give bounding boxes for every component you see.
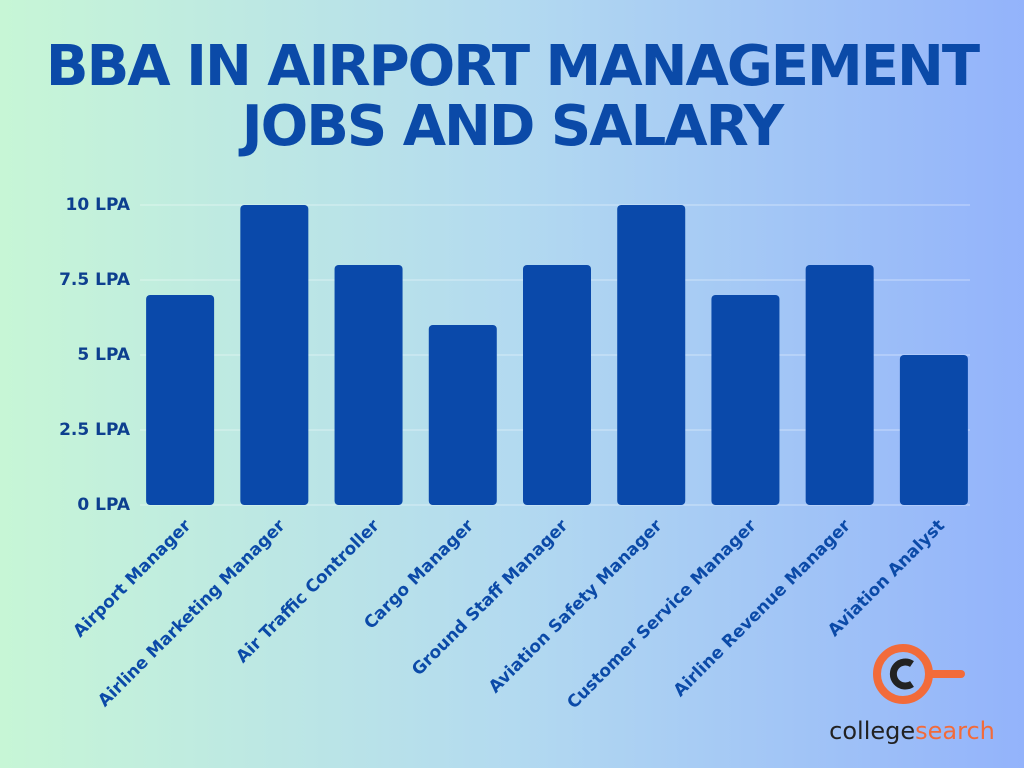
y-tick-label: 10 LPA <box>66 195 131 215</box>
y-tick-label: 0 LPA <box>77 495 130 515</box>
y-tick-label: 7.5 LPA <box>59 270 131 290</box>
logo-part: search <box>915 717 995 745</box>
chart-title: JOBS AND SALARY <box>238 94 786 159</box>
bar <box>617 205 686 505</box>
logo: collegesearch <box>829 644 995 745</box>
bar <box>805 265 874 505</box>
y-tick-label: 5 LPA <box>77 345 130 365</box>
bar <box>334 265 403 505</box>
logo-handle <box>925 670 965 678</box>
y-tick-label: 2.5 LPA <box>59 420 131 440</box>
bar <box>523 265 591 505</box>
bar <box>899 355 968 505</box>
logo-text: collegesearch <box>829 717 995 745</box>
bar <box>146 295 215 505</box>
bar <box>711 295 780 505</box>
logo-part: college <box>829 717 915 745</box>
bar <box>428 325 497 505</box>
bar <box>240 205 309 505</box>
chart-title: BBA IN AIRPORT MANAGEMENT <box>46 34 980 99</box>
logo-c <box>889 658 914 690</box>
